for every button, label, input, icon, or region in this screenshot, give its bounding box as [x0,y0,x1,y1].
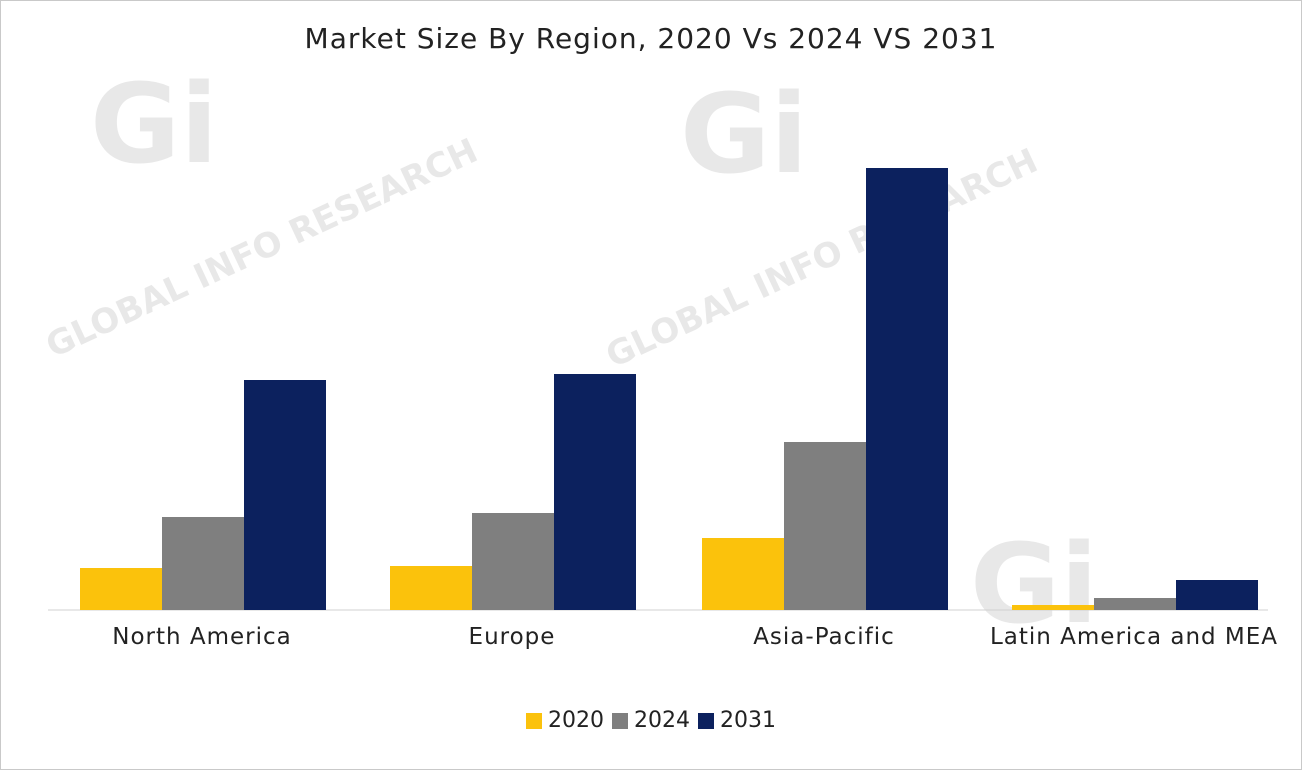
bar-2024 [162,517,244,610]
legend: 2020 2024 2031 [0,708,1302,733]
legend-swatch [612,712,628,729]
legend-label: 2031 [720,708,776,733]
legend-swatch [526,712,542,729]
category-label: Europe [468,624,556,650]
legend-item: 2031 [698,708,776,733]
category-label: Latin America and MEA [989,624,1279,650]
legend-label: 2020 [548,708,604,733]
bar-2020 [1012,605,1094,610]
legend-item: 2024 [612,708,690,733]
legend-item: 2020 [526,708,604,733]
bar-2020 [390,566,472,610]
category-label: Asia-Pacific [753,624,895,650]
bar-2024 [472,513,554,610]
bar-2031 [554,374,636,610]
bar-2020 [702,538,784,610]
bar-2024 [1094,598,1176,610]
legend-swatch [698,712,714,729]
bar-2031 [866,168,948,610]
category-label: North America [112,624,292,650]
bar-2031 [244,380,326,610]
chart-title: Market Size By Region, 2020 Vs 2024 VS 2… [304,22,998,55]
bar-2020 [80,568,162,610]
legend-label: 2024 [634,708,690,733]
bar-2031 [1176,580,1258,610]
bar-2024 [784,442,866,610]
